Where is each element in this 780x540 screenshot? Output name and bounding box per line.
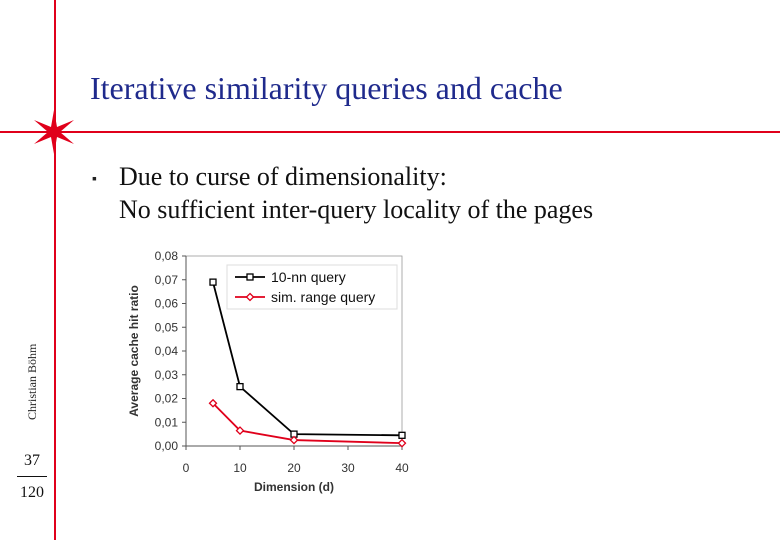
star-icon [34, 110, 74, 154]
data-point-marker [246, 273, 254, 281]
x-tick-label: 20 [287, 461, 301, 475]
x-axis-title: Dimension (d) [254, 480, 334, 494]
y-tick-label: 0,05 [155, 320, 179, 334]
bullet-line-1: Due to curse of dimensionality: [119, 162, 447, 191]
y-tick-label: 0,08 [155, 249, 179, 263]
page-total: 120 [20, 484, 44, 501]
x-tick-label: 10 [233, 461, 247, 475]
data-point-marker [397, 438, 407, 448]
x-tick-label: 40 [395, 461, 409, 475]
data-point-marker [398, 431, 406, 439]
slide-title: Iterative similarity queries and cache [90, 70, 563, 106]
legend-label: sim. range query [271, 289, 375, 305]
data-point-marker [289, 435, 299, 445]
page-divider [17, 476, 47, 477]
data-point-marker [209, 278, 217, 286]
data-point-marker [236, 382, 244, 391]
x-tick-label: 0 [183, 461, 190, 475]
bullet-icon: ▪ [92, 172, 97, 187]
y-tick-label: 0,04 [155, 344, 179, 358]
data-point-marker [235, 426, 245, 435]
horizontal-accent-line [0, 131, 780, 133]
data-point-marker [208, 398, 218, 408]
data-point-marker [245, 292, 255, 302]
y-tick-label: 0,07 [155, 273, 179, 287]
y-tick-label: 0,06 [155, 297, 179, 311]
series-line [212, 281, 403, 437]
bullet-line-2: No sufficient inter-query locality of th… [119, 195, 594, 224]
bullet-text: Due to curse of dimensionality: No suffi… [119, 160, 593, 226]
page-current: 37 [24, 452, 40, 469]
series-line [212, 402, 403, 445]
y-tick-label: 0,00 [155, 439, 179, 453]
legend-box [226, 264, 398, 310]
y-tick-label: 0,02 [155, 392, 179, 406]
x-tick-label: 30 [341, 461, 355, 475]
y-tick-label: 0,03 [155, 368, 179, 382]
legend-label: 10-nn query [271, 269, 346, 285]
vertical-accent-line [54, 0, 56, 540]
y-tick-label: 0,01 [155, 415, 179, 429]
y-axis-title: Average cache hit ratio [127, 285, 141, 417]
